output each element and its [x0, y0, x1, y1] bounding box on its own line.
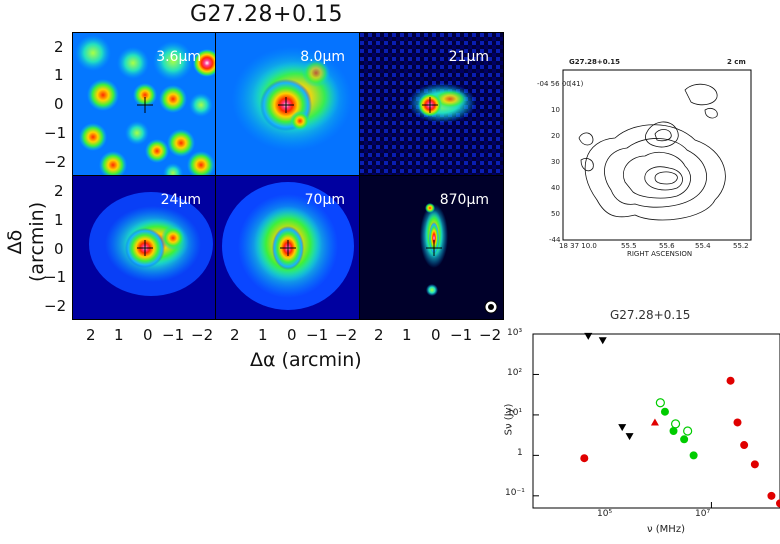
y-tick: 1 [54, 211, 64, 229]
panel-24um-image [73, 176, 215, 319]
sed-data-point [670, 419, 681, 429]
x-axis-label: Δα (arcmin) [250, 349, 362, 371]
contour-band: 2 cm [727, 58, 746, 66]
panel-3-6um: 3.6μm [72, 32, 216, 176]
sed-chart: 10³ 10² 10¹ 1 10⁻¹ 10⁵ 10⁷ ν (MHz) Sν (J… [503, 318, 780, 540]
sed-data-point [689, 451, 698, 460]
panel-8-0um-image [216, 33, 359, 175]
contour-y-tick: -44 [549, 236, 561, 244]
sed-data-point [655, 398, 665, 408]
sed-data-point [580, 454, 589, 463]
panel-label-3-6um: 3.6μm [156, 49, 201, 65]
sed-data-point [726, 376, 735, 385]
sed-y-tick: 10⁻¹ [505, 488, 525, 498]
sed-data-point [683, 426, 693, 436]
contour-x-tick: 55.4 [695, 242, 711, 250]
sed-data-point [733, 418, 742, 427]
figure-title: G27.28+0.15 [190, 2, 343, 27]
sed-data-point [598, 337, 607, 345]
sed-data-point [625, 433, 634, 441]
x-tick: 1 [402, 326, 412, 344]
sed-y-label: Sν (Jy) [503, 403, 515, 436]
y-tick: −1 [44, 124, 67, 142]
panel-label-8-0um: 8.0μm [300, 49, 345, 65]
sed-y-tick: 10² [507, 368, 523, 378]
x-tick: 2 [86, 326, 96, 344]
contour-y-tick: 20 [551, 132, 560, 140]
x-tick: 1 [258, 326, 268, 344]
contour-title: G27.28+0.15 [569, 58, 621, 66]
contour-y-tick: 30 [551, 158, 560, 166]
contour-x-tick: 55.6 [659, 242, 675, 250]
panel-3-6um-image [73, 33, 215, 175]
y-tick: 0 [54, 240, 64, 258]
sed-y-tick: 1 [517, 448, 523, 458]
panel-21um-image [360, 33, 503, 175]
sed-data-point [767, 491, 776, 500]
x-tick: −1 [450, 326, 473, 344]
x-tick: −2 [335, 326, 358, 344]
sed-y-tick: 10¹ [507, 408, 523, 418]
sed-title: G27.28+0.15 [610, 308, 691, 322]
contour-map-svg [562, 69, 752, 241]
contour-y-tick: 50 [551, 210, 560, 218]
sed-data-point [740, 441, 749, 450]
x-tick: 2 [230, 326, 240, 344]
contour-x-tick: 55.5 [621, 242, 637, 250]
x-tick: 0 [431, 326, 441, 344]
sed-frame [532, 333, 780, 509]
image-grid: 3.6μm 8.0μm [72, 32, 504, 320]
x-tick: 2 [374, 326, 384, 344]
panel-8-0um: 8.0μm [216, 32, 360, 176]
sed-data-point [750, 460, 759, 469]
panel-label-870um: 870μm [439, 192, 489, 208]
y-tick: 2 [54, 182, 64, 200]
x-tick: 1 [114, 326, 124, 344]
contour-x-label: RIGHT ASCENSION [627, 250, 693, 258]
sed-x-tick: 10⁵ [597, 509, 613, 519]
contour-y-tick: 10 [551, 106, 560, 114]
contour-y-tick: 40 [551, 184, 560, 192]
x-tick: −2 [191, 326, 214, 344]
y-tick: 2 [54, 38, 64, 56]
panel-label-70um: 70μm [304, 192, 345, 208]
sed-data-point [650, 418, 659, 426]
sed-y-tick: 10³ [507, 328, 523, 338]
y-tick: 1 [54, 66, 64, 84]
panel-870um-image [360, 176, 503, 319]
sed-data-point [669, 427, 678, 436]
sed-x-tick: 10⁷ [695, 509, 711, 519]
x-tick: −2 [479, 326, 502, 344]
sed-x-label: ν (MHz) [647, 524, 685, 535]
contour-map: G27.28+0.15 2 cm (41) -04 56 00 10 20 30… [535, 50, 759, 264]
y-tick: −2 [44, 153, 67, 171]
panel-70um: 70μm [216, 176, 360, 320]
x-tick: 0 [287, 326, 297, 344]
sed-data-point [618, 424, 627, 432]
y-tick: −2 [44, 297, 67, 315]
sed-data-point [660, 407, 669, 416]
contour-x-tick: 18 37 10.0 [559, 242, 597, 250]
sed-data-point [680, 435, 689, 444]
panel-24um: 24μm [72, 176, 216, 320]
y-tick: 0 [54, 95, 64, 113]
contour-panel-id: (41) [569, 80, 584, 88]
contour-y-tick: -04 56 00 [537, 80, 571, 88]
y-axis-label: Δδ (arcmin) [4, 201, 48, 282]
panel-21um: 21μm [360, 32, 504, 176]
contour-x-tick: 55.2 [733, 242, 749, 250]
x-tick: −1 [162, 326, 185, 344]
panel-label-21um: 21μm [448, 49, 489, 65]
sed-chart-svg [532, 332, 780, 509]
x-tick: 0 [143, 326, 153, 344]
panel-70um-image [216, 176, 359, 319]
y-tick: −1 [44, 268, 67, 286]
sed-data-point [776, 499, 780, 508]
sed-data-point [584, 332, 593, 340]
panel-label-24um: 24μm [160, 192, 201, 208]
panel-870um: 870μm [360, 176, 504, 320]
x-tick: −1 [306, 326, 329, 344]
